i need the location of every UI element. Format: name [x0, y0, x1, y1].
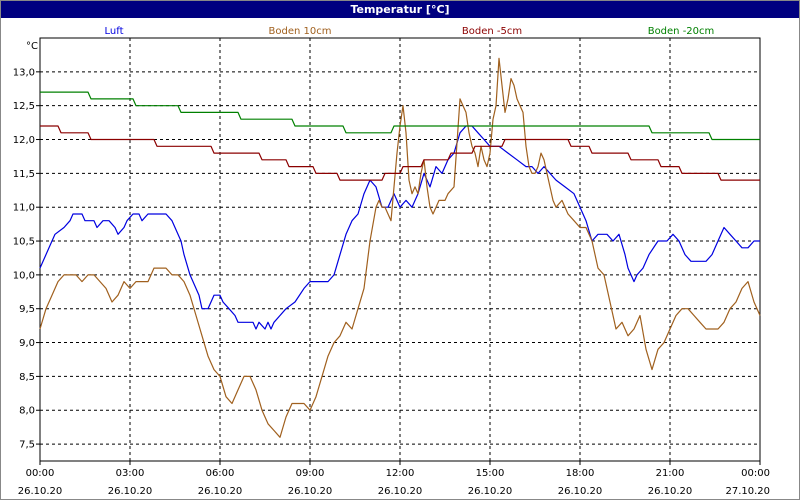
x-tick-time: 15:00 [476, 468, 505, 479]
x-tick-date: 27.10.20 [725, 486, 770, 497]
axis-ticks: 7,5 8,0 8,5 9,0 9,5 10,0 10,5 11,0 11,5 12,0 12,5 1… [13, 67, 770, 497]
x-tick-date: 26.10.20 [648, 486, 693, 497]
y-tick-label: 11,0 [13, 203, 35, 214]
x-tick-date: 26.10.20 [288, 486, 333, 497]
y-tick-label: 10,5 [13, 237, 35, 248]
x-tick-time: 18:00 [566, 468, 595, 479]
x-tick-time: 00:00 [26, 468, 55, 479]
x-tick-time: 12:00 [386, 468, 415, 479]
y-tick-label: 13,0 [13, 67, 35, 78]
y-tick-label: 7,5 [19, 440, 35, 451]
y-tick-label: 8,5 [19, 372, 35, 383]
legend-entry-luft: Luft [105, 26, 124, 37]
series-line-boden-10cm [39, 57, 761, 438]
series-line-boden-20cm [40, 91, 760, 141]
y-tick-label: 8,0 [19, 406, 35, 417]
window-title: Temperatur [°C] [1, 1, 799, 18]
y-tick-label: 11,5 [13, 169, 35, 180]
y-tick-label: 9,0 [19, 338, 35, 349]
y-tick-label: 12,5 [13, 101, 35, 112]
x-tick-time: 09:00 [296, 468, 325, 479]
legend: Luft Boden 10cm Boden -5cm Boden -20cm [105, 26, 715, 37]
series-lines [39, 57, 761, 438]
legend-entry-boden-5cm: Boden -5cm [462, 26, 522, 37]
legend-entry-boden-20cm: Boden -20cm [648, 26, 715, 37]
y-tick-label: 10,0 [13, 270, 35, 281]
x-tick-date: 26.10.20 [198, 486, 243, 497]
x-tick-date: 26.10.20 [558, 486, 603, 497]
y-axis-label: °C [26, 41, 38, 52]
x-tick-time: 06:00 [206, 468, 235, 479]
legend-entry-boden-10cm: Boden 10cm [269, 26, 332, 37]
y-tick-label: 12,0 [13, 135, 35, 146]
series-line-boden-5cm [40, 125, 760, 181]
x-tick-date: 26.10.20 [468, 486, 513, 497]
x-tick-date: 26.10.20 [18, 486, 63, 497]
series-line-luft [39, 125, 760, 330]
x-tick-date: 26.10.20 [108, 486, 153, 497]
y-tick-label: 9,5 [19, 304, 35, 315]
x-tick-time: 21:00 [656, 468, 685, 479]
x-tick-date: 26.10.20 [378, 486, 423, 497]
x-tick-time: 03:00 [116, 468, 145, 479]
x-tick-time: 00:00 [741, 468, 770, 479]
